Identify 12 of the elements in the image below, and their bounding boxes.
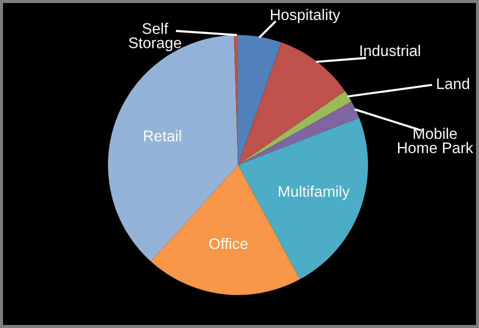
pie-slice xyxy=(238,102,360,165)
slice-label: Multifamily xyxy=(278,186,350,200)
slice-label: Office xyxy=(209,238,248,250)
slice-label: Self Storage xyxy=(128,22,182,52)
slice-label: Hospitality xyxy=(271,8,340,24)
slice-label: Industrial xyxy=(360,44,420,56)
pie-slice xyxy=(238,42,346,165)
slice-label: Mobile Home Park xyxy=(398,128,474,154)
slice-label: Land xyxy=(437,78,470,90)
pie-slice xyxy=(238,35,282,165)
slice-label: Retail xyxy=(144,130,181,142)
pie-slice xyxy=(238,91,352,165)
